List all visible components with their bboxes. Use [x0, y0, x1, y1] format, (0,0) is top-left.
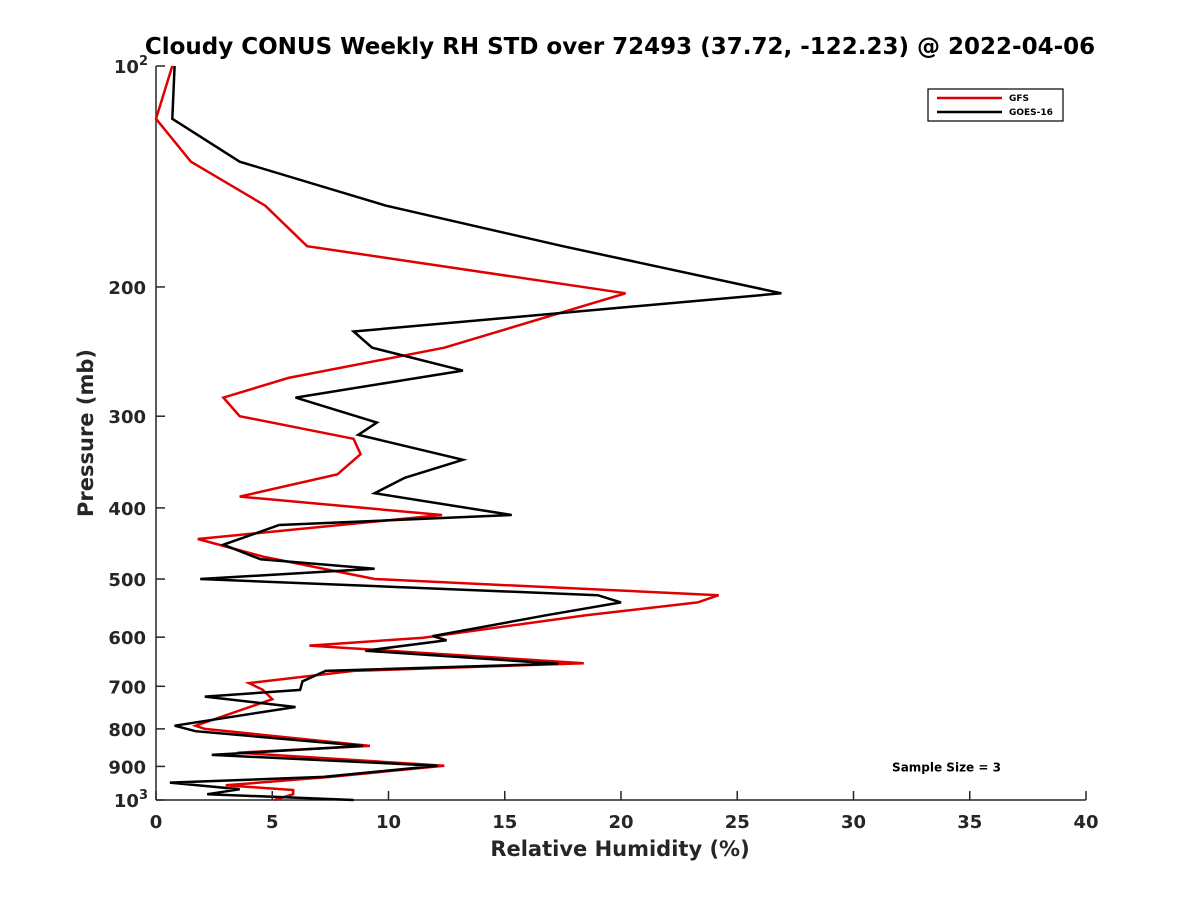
- y-tick-label: 800: [108, 720, 146, 741]
- y-tick-label: 400: [108, 499, 146, 520]
- x-tick-label: 10: [376, 812, 401, 833]
- legend: GFS GOES-16: [927, 88, 1064, 122]
- legend-entry-label: GOES-16: [1009, 108, 1053, 118]
- y-tick-label: 500: [108, 570, 146, 591]
- series-line-goes-16: [169, 65, 782, 802]
- x-tick-label: 5: [266, 812, 279, 833]
- x-tick-label: 30: [841, 812, 866, 833]
- chart-title: Cloudy CONUS Weekly RH STD over 72493 (3…: [145, 34, 1095, 60]
- x-tick-label: 40: [1073, 812, 1098, 833]
- x-axis-label: Relative Humidity (%): [490, 837, 749, 861]
- y-axis-label: Pressure (mb): [74, 349, 98, 517]
- legend-box: [927, 88, 1064, 122]
- ticks-layer: 0 5 10 15 20 25 30 35 40 102 200 300 400 500 600 700 800…: [108, 54, 1098, 833]
- x-tick-label: 15: [492, 812, 517, 833]
- y-tick-label: 900: [108, 757, 146, 778]
- sample-size-annotation: Sample Size = 3: [892, 760, 1001, 774]
- x-tick-label: 0: [150, 812, 163, 833]
- y-tick-label: 600: [108, 628, 146, 649]
- y-tick-label: 300: [108, 407, 146, 428]
- legend-entry-label: GFS: [1009, 94, 1029, 104]
- y-tick-label: 102: [114, 54, 148, 78]
- y-tick-label: 103: [114, 788, 148, 812]
- series-line-gfs: [154, 65, 720, 802]
- x-tick-label: 20: [608, 812, 633, 833]
- y-tick-label: 200: [108, 278, 146, 299]
- series-layer: [154, 65, 782, 802]
- annotations-layer: Sample Size = 3: [892, 760, 1001, 774]
- x-tick-label: 35: [957, 812, 982, 833]
- x-tick-label: 25: [725, 812, 750, 833]
- y-tick-label: 700: [108, 677, 146, 698]
